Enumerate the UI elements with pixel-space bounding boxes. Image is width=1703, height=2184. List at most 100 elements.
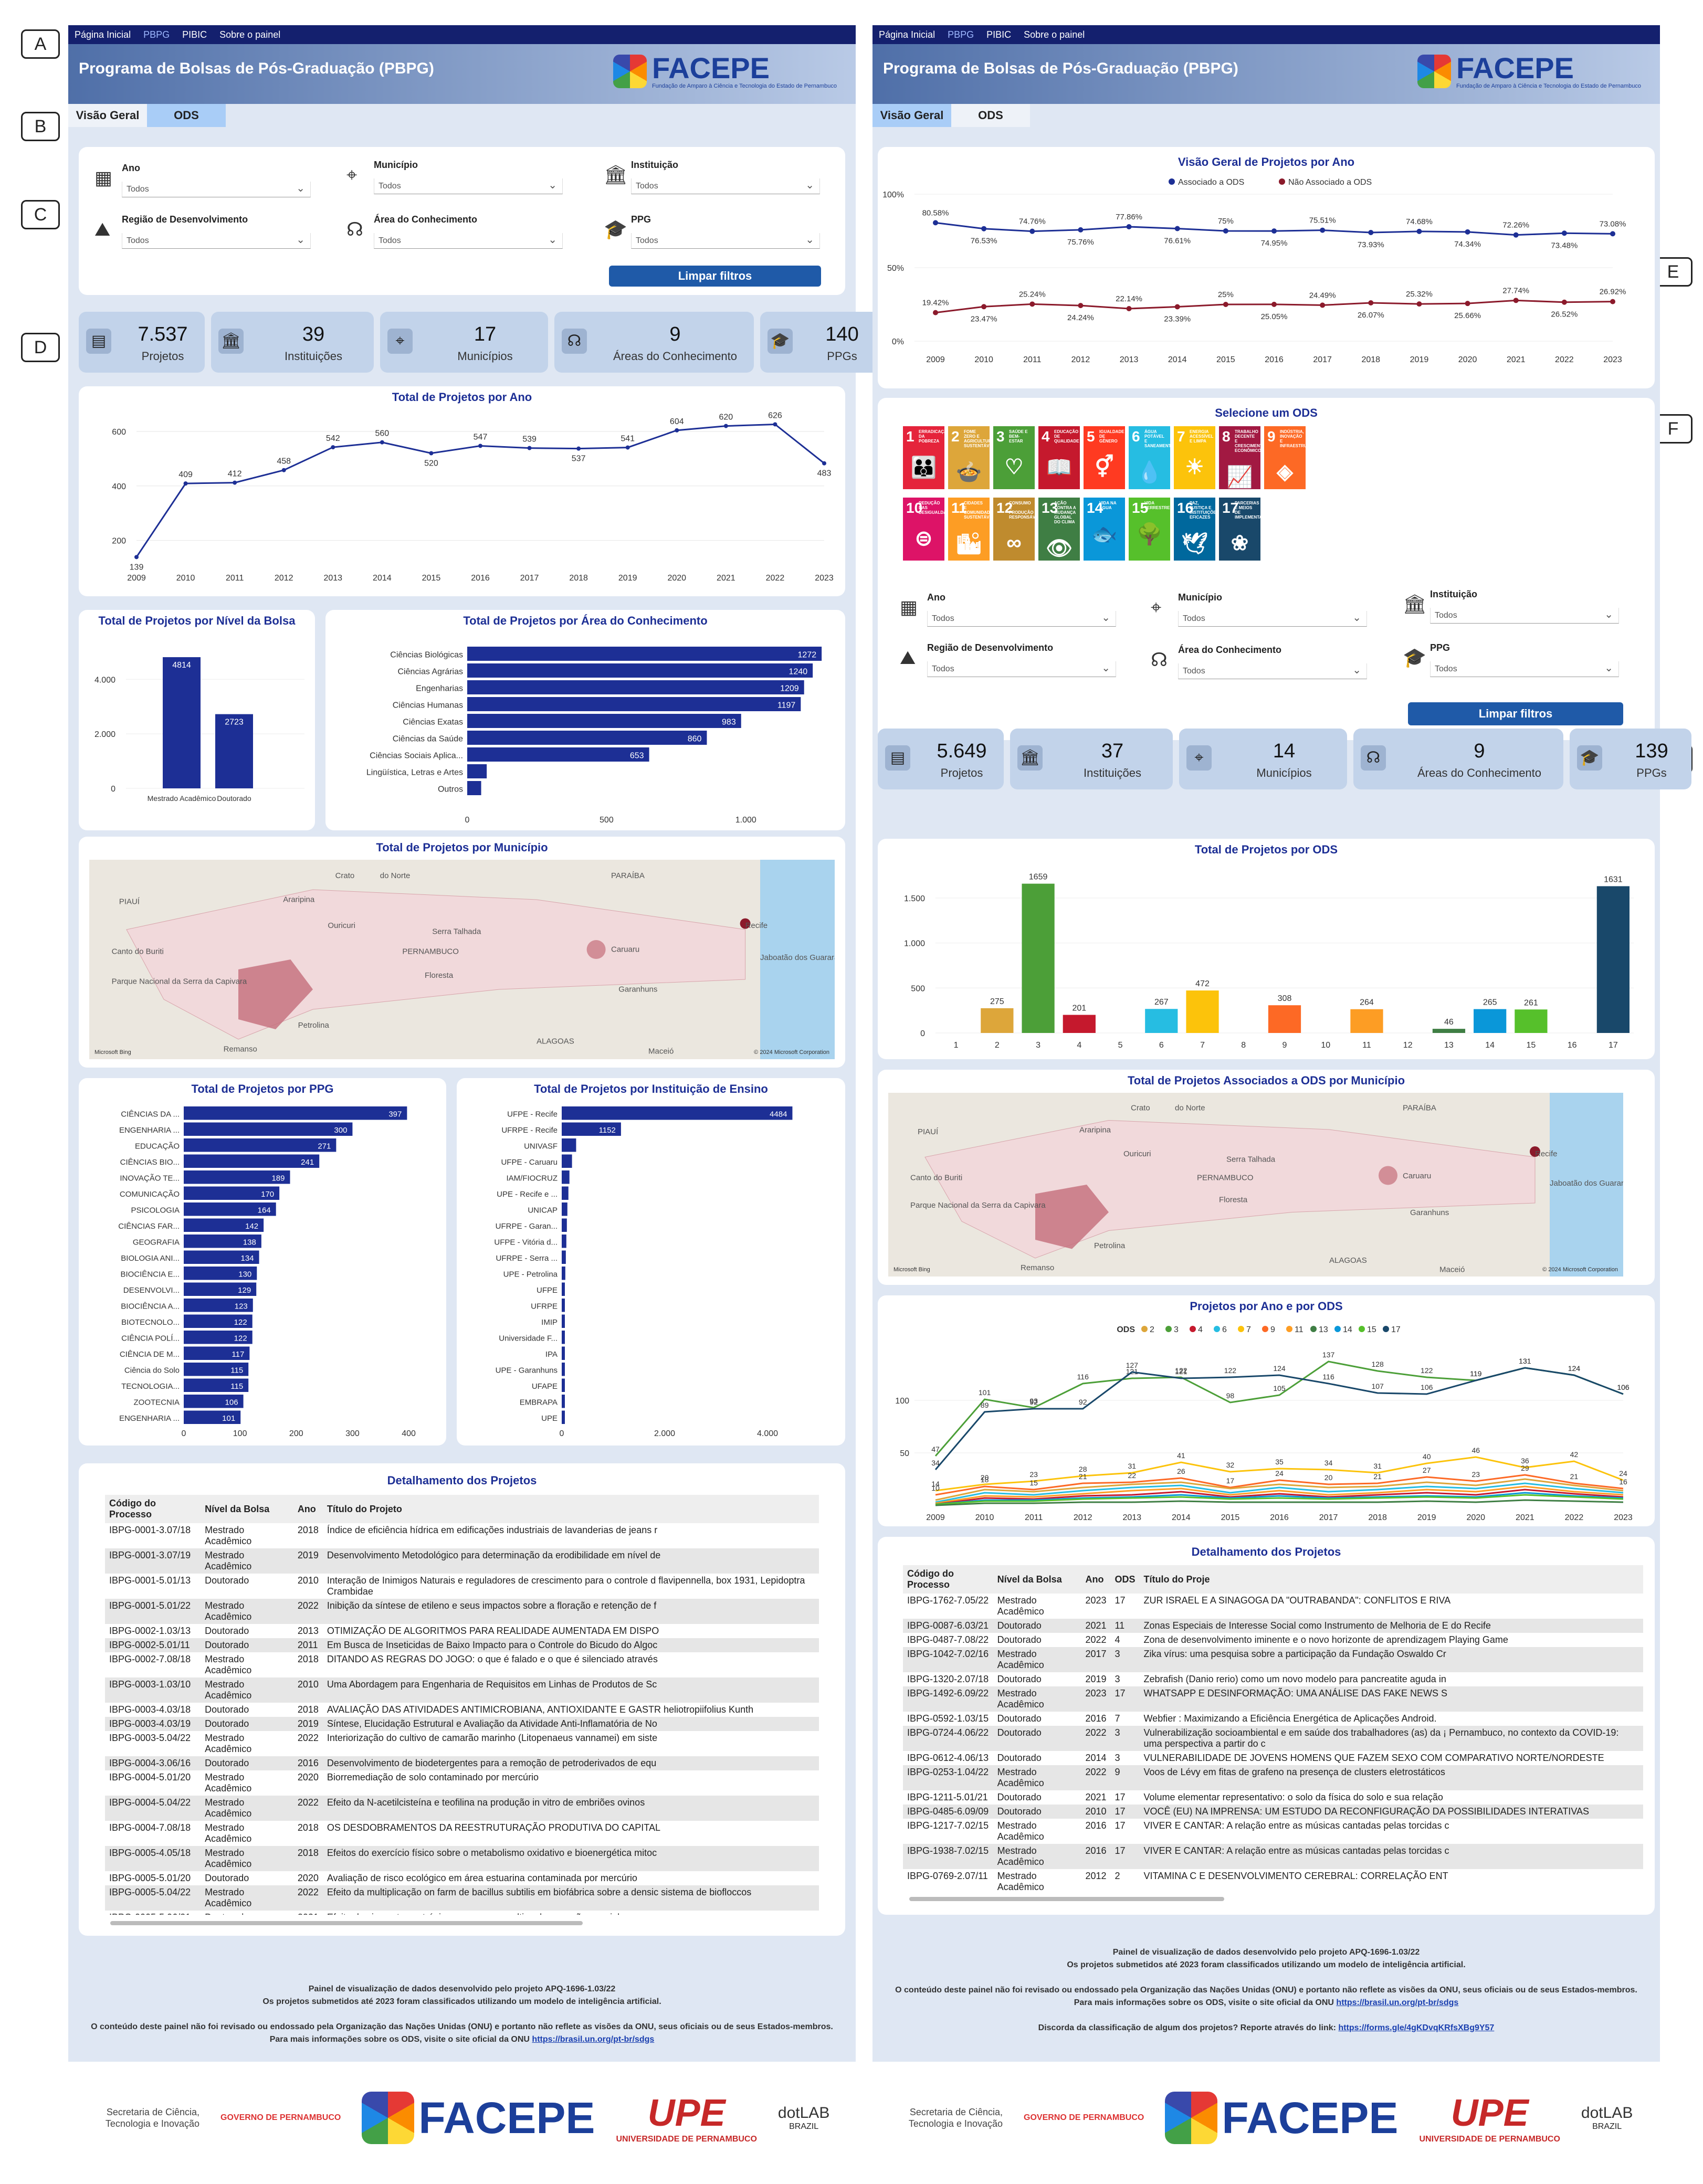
tab-ods[interactable]: ODS: [951, 104, 1030, 127]
table-row[interactable]: IBPG-0005-4.05/18 Mestrado Acadêmico 2018 E…: [105, 1846, 819, 1871]
table-row[interactable]: IBPG-1211-5.01/21 Doutorado 2021 17 Volume e…: [903, 1790, 1643, 1805]
table-row[interactable]: IBPG-1217-7.02/15 Mestrado Acadêmico 2016 1…: [903, 1819, 1643, 1844]
ods-tile-3[interactable]: 3 SAÚDE E BEM-ESTAR ♡: [993, 426, 1035, 489]
ods-tile-17[interactable]: 17 PARCERIAS E MEIOS DE IMPLEMENTAÇÃO ❀: [1219, 498, 1271, 561]
table-row[interactable]: IBPG-0001-3.07/18 Mestrado Acadêmico 2018 Í…: [105, 1523, 819, 1548]
ano-dropdown[interactable]: Todos: [927, 611, 1116, 627]
table-row[interactable]: IBPG-0003-1.03/10 Mestrado Acadêmico 2010 U…: [105, 1677, 819, 1703]
table-row[interactable]: IBPG-0002-1.03/13 Doutorado 2013 OTIMIZAÇÃO…: [105, 1624, 819, 1638]
municipio-dropdown[interactable]: Todos: [374, 178, 563, 194]
ods-tile-5[interactable]: 5 IGUALDADE DE GÊNERO ⚥: [1084, 426, 1125, 489]
data-label: 560: [375, 429, 390, 438]
table-row[interactable]: IBPG-1320-2.07/18 Doutorado 2019 3 Zebrafish…: [903, 1672, 1643, 1686]
ano-dropdown[interactable]: Todos: [122, 182, 311, 197]
tab-visao-geral[interactable]: Visão Geral: [68, 104, 147, 127]
table-row[interactable]: IBPG-1938-7.02/15 Mestrado Acadêmico 2016 1…: [903, 1844, 1643, 1869]
kpi-card: ▤ 5.649 Projetos: [878, 729, 1004, 789]
ods-tile-8[interactable]: 8 TRABALHO DECENTE E CRESCIMENTO ECONÔMIC…: [1219, 426, 1266, 489]
table-row[interactable]: IBPG-0001-5.01/22 Mestrado Acadêmico 2022 I…: [105, 1599, 819, 1624]
table-row[interactable]: IBPG-1762-7.05/22 Mestrado Acadêmico 2023 1…: [903, 1594, 1643, 1619]
table-row[interactable]: IBPG-0005-5.01/20 Doutorado 2020 Avaliação …: [105, 1871, 819, 1885]
ods-tile-2[interactable]: 2 FOME ZERO E AGRICULTURA SUSTENTÁVEL 🍲: [948, 426, 995, 489]
table-row[interactable]: IBPG-0002-7.08/18 Mestrado Acadêmico 2018 D…: [105, 1652, 819, 1677]
table-row[interactable]: IBPG-0087-6.03/21 Doutorado 2021 11 Zonas Es…: [903, 1619, 1643, 1633]
table-row[interactable]: IBPG-0004-5.04/22 Mestrado Acadêmico 2022 E…: [105, 1796, 819, 1821]
secretaria-logo: Secretaria de Ciência, Tecnologia e Inov…: [105, 2107, 199, 2129]
ods-tile-1[interactable]: 1 ERRADICAÇÃO DA POBREZA 👪: [903, 426, 950, 489]
ods-tile-13[interactable]: 13 AÇÃO CONTRA A MUDANÇA GLOBAL DO CLIMA 👁: [1038, 498, 1080, 561]
ods-tile-10[interactable]: 10 REDUÇÃO DAS DESIGUALDADES ⊜: [903, 498, 955, 561]
data-label: 10: [931, 1484, 940, 1492]
ods-tile-16[interactable]: 16 PAZ, JUSTIÇA E INSTITUIÇÕES EFICAZES 🕊: [1174, 498, 1219, 561]
table-row[interactable]: IBPG-0004-3.06/16 Doutorado 2016 Desenvolvi…: [105, 1756, 819, 1770]
clear-filters-button[interactable]: Limpar filtros: [609, 266, 821, 287]
y-tick-label: 2.000: [94, 730, 115, 739]
horizontal-scrollbar[interactable]: [110, 1921, 583, 1925]
table-row[interactable]: IBPG-0005-5.04/22 Mestrado Acadêmico 2022 E…: [105, 1885, 819, 1911]
data-label: 31: [1373, 1462, 1382, 1470]
column-header[interactable]: Ano: [1081, 1565, 1111, 1594]
municipality-map[interactable]: Crato do Norte PARAÍBA PIAUÍ Araripina Ouricu…: [89, 860, 845, 1059]
column-header[interactable]: Nível da Bolsa: [201, 1495, 293, 1523]
ods-tile-15[interactable]: 15 VIDA TERRESTRE 🌳: [1129, 498, 1170, 561]
area-dropdown[interactable]: Todos: [374, 233, 563, 249]
table-row[interactable]: IBPG-0001-3.07/19 Mestrado Acadêmico 2019 D…: [105, 1548, 819, 1574]
instituicao-dropdown[interactable]: Todos: [631, 178, 820, 194]
instituicao-dropdown[interactable]: Todos: [1430, 608, 1619, 624]
ods-tile-4[interactable]: 4 EDUCAÇÃO DE QUALIDADE 📖: [1038, 426, 1080, 489]
table-row[interactable]: IBPG-0003-4.03/19 Doutorado 2019 Síntese, E…: [105, 1717, 819, 1731]
chart-title: Total de Projetos por Ano: [392, 391, 532, 404]
ods-tile-12[interactable]: 12 CONSUMO E PRODUÇÃO RESPONSÁVEIS ∞: [993, 498, 1042, 561]
table-row[interactable]: IBPG-0487-7.08/22 Doutorado 2022 4 Zona de d…: [903, 1633, 1643, 1647]
column-header[interactable]: Código do Processo: [105, 1495, 201, 1523]
column-header[interactable]: Nível da Bolsa: [993, 1565, 1081, 1594]
nav-about[interactable]: Sobre o painel: [1024, 29, 1085, 40]
column-header[interactable]: ODS: [1110, 1565, 1140, 1594]
table-row[interactable]: IBPG-0001-5.01/13 Doutorado 2010 Interação …: [105, 1574, 819, 1599]
nav-about[interactable]: Sobre o painel: [219, 29, 281, 40]
table-row[interactable]: IBPG-0003-4.03/18 Doutorado 2018 AVALIAÇÃO …: [105, 1703, 819, 1717]
un-link[interactable]: https://brasil.un.org/pt-br/sdgs: [532, 2035, 655, 2044]
ods-tile-6[interactable]: 6 ÁGUA POTÁVEL E SANEAMENTO 💧: [1129, 426, 1174, 489]
column-header[interactable]: Ano: [293, 1495, 323, 1523]
nav-pbpg[interactable]: PBPG: [948, 29, 974, 40]
ppg-dropdown[interactable]: Todos: [1430, 661, 1619, 677]
ods-municipality-map[interactable]: Crato do Norte PARAÍBA PIAUÍ Araripina Ouricu…: [888, 1093, 1641, 1276]
regiao-dropdown[interactable]: Todos: [927, 661, 1116, 677]
tab-visao-geral[interactable]: Visão Geral: [872, 104, 951, 127]
horizontal-scrollbar[interactable]: [909, 1897, 1224, 1901]
table-row[interactable]: IBPG-0005-5.06/21Doutorado2021Efeito dos…: [105, 1911, 819, 1915]
table-row[interactable]: IBPG-0004-5.01/20 Mestrado Acadêmico 2020 B…: [105, 1770, 819, 1796]
report-link[interactable]: https://forms.gle/4gKDvqKRfsXBg9Y57: [1338, 2023, 1495, 2032]
tab-ods[interactable]: ODS: [147, 104, 226, 127]
table-row[interactable]: IBPG-0724-4.06/22 Doutorado 2022 3 Vulnerabi…: [903, 1726, 1643, 1751]
nav-pibic[interactable]: PIBIC: [182, 29, 207, 40]
clear-filters-button[interactable]: Limpar filtros: [1408, 702, 1623, 725]
column-header[interactable]: Código do Processo: [903, 1565, 993, 1594]
column-header[interactable]: Título do Projeto: [322, 1495, 819, 1523]
un-link[interactable]: https://brasil.un.org/pt-br/sdgs: [1336, 1998, 1459, 2007]
table-row[interactable]: IBPG-0592-1.03/15 Doutorado 2016 7 Webfier :…: [903, 1712, 1643, 1726]
ods-tile-7[interactable]: 7 ENERGIA ACESSÍVEL E LIMPA ☀: [1174, 426, 1215, 489]
nav-home[interactable]: Página Inicial: [75, 29, 131, 40]
ods-tile-11[interactable]: 11 CIDADES E COMUNIDADES SUSTENTÁVEIS 🏙: [948, 498, 996, 561]
table-row[interactable]: IBPG-0004-7.08/18 Mestrado Acadêmico 2018 O…: [105, 1821, 819, 1846]
ppg-dropdown[interactable]: Todos: [631, 233, 820, 249]
nav-home[interactable]: Página Inicial: [879, 29, 935, 40]
table-row[interactable]: IBPG-0769-2.07/11 Mestrado Acadêmico 2012 2…: [903, 1869, 1643, 1891]
ods-tile-9[interactable]: 9 INDÚSTRIA, INOVAÇÃO E INFRAESTRUTURA ◈: [1264, 426, 1319, 489]
table-row[interactable]: IBPG-1492-6.09/22 Mestrado Acadêmico 2023 1…: [903, 1686, 1643, 1712]
regiao-dropdown[interactable]: Todos: [122, 233, 311, 249]
nav-pibic[interactable]: PIBIC: [986, 29, 1012, 40]
area-dropdown[interactable]: Todos: [1178, 663, 1367, 679]
table-row[interactable]: IBPG-0002-5.01/11 Doutorado 2011 Em Busca d…: [105, 1638, 819, 1652]
table-row[interactable]: IBPG-0612-4.06/13 Doutorado 2014 3 VULNERABI…: [903, 1751, 1643, 1765]
table-row[interactable]: IBPG-0253-1.04/22 Mestrado Acadêmico 2022 9…: [903, 1765, 1643, 1790]
table-row[interactable]: IBPG-1042-7.02/16 Mestrado Acadêmico 2017 3…: [903, 1647, 1643, 1672]
municipio-dropdown[interactable]: Todos: [1178, 611, 1367, 627]
nav-pbpg[interactable]: PBPG: [143, 29, 170, 40]
column-header[interactable]: Título do Proje: [1139, 1565, 1643, 1594]
ods-tile-14[interactable]: 14 VIDA NA ÁGUA 🐟: [1084, 498, 1125, 561]
table-row[interactable]: IBPG-0485-6.09/09 Doutorado 2010 17 VOCÊ (EU…: [903, 1805, 1643, 1819]
table-row[interactable]: IBPG-0003-5.04/22 Mestrado Acadêmico 2022 I…: [105, 1731, 819, 1756]
